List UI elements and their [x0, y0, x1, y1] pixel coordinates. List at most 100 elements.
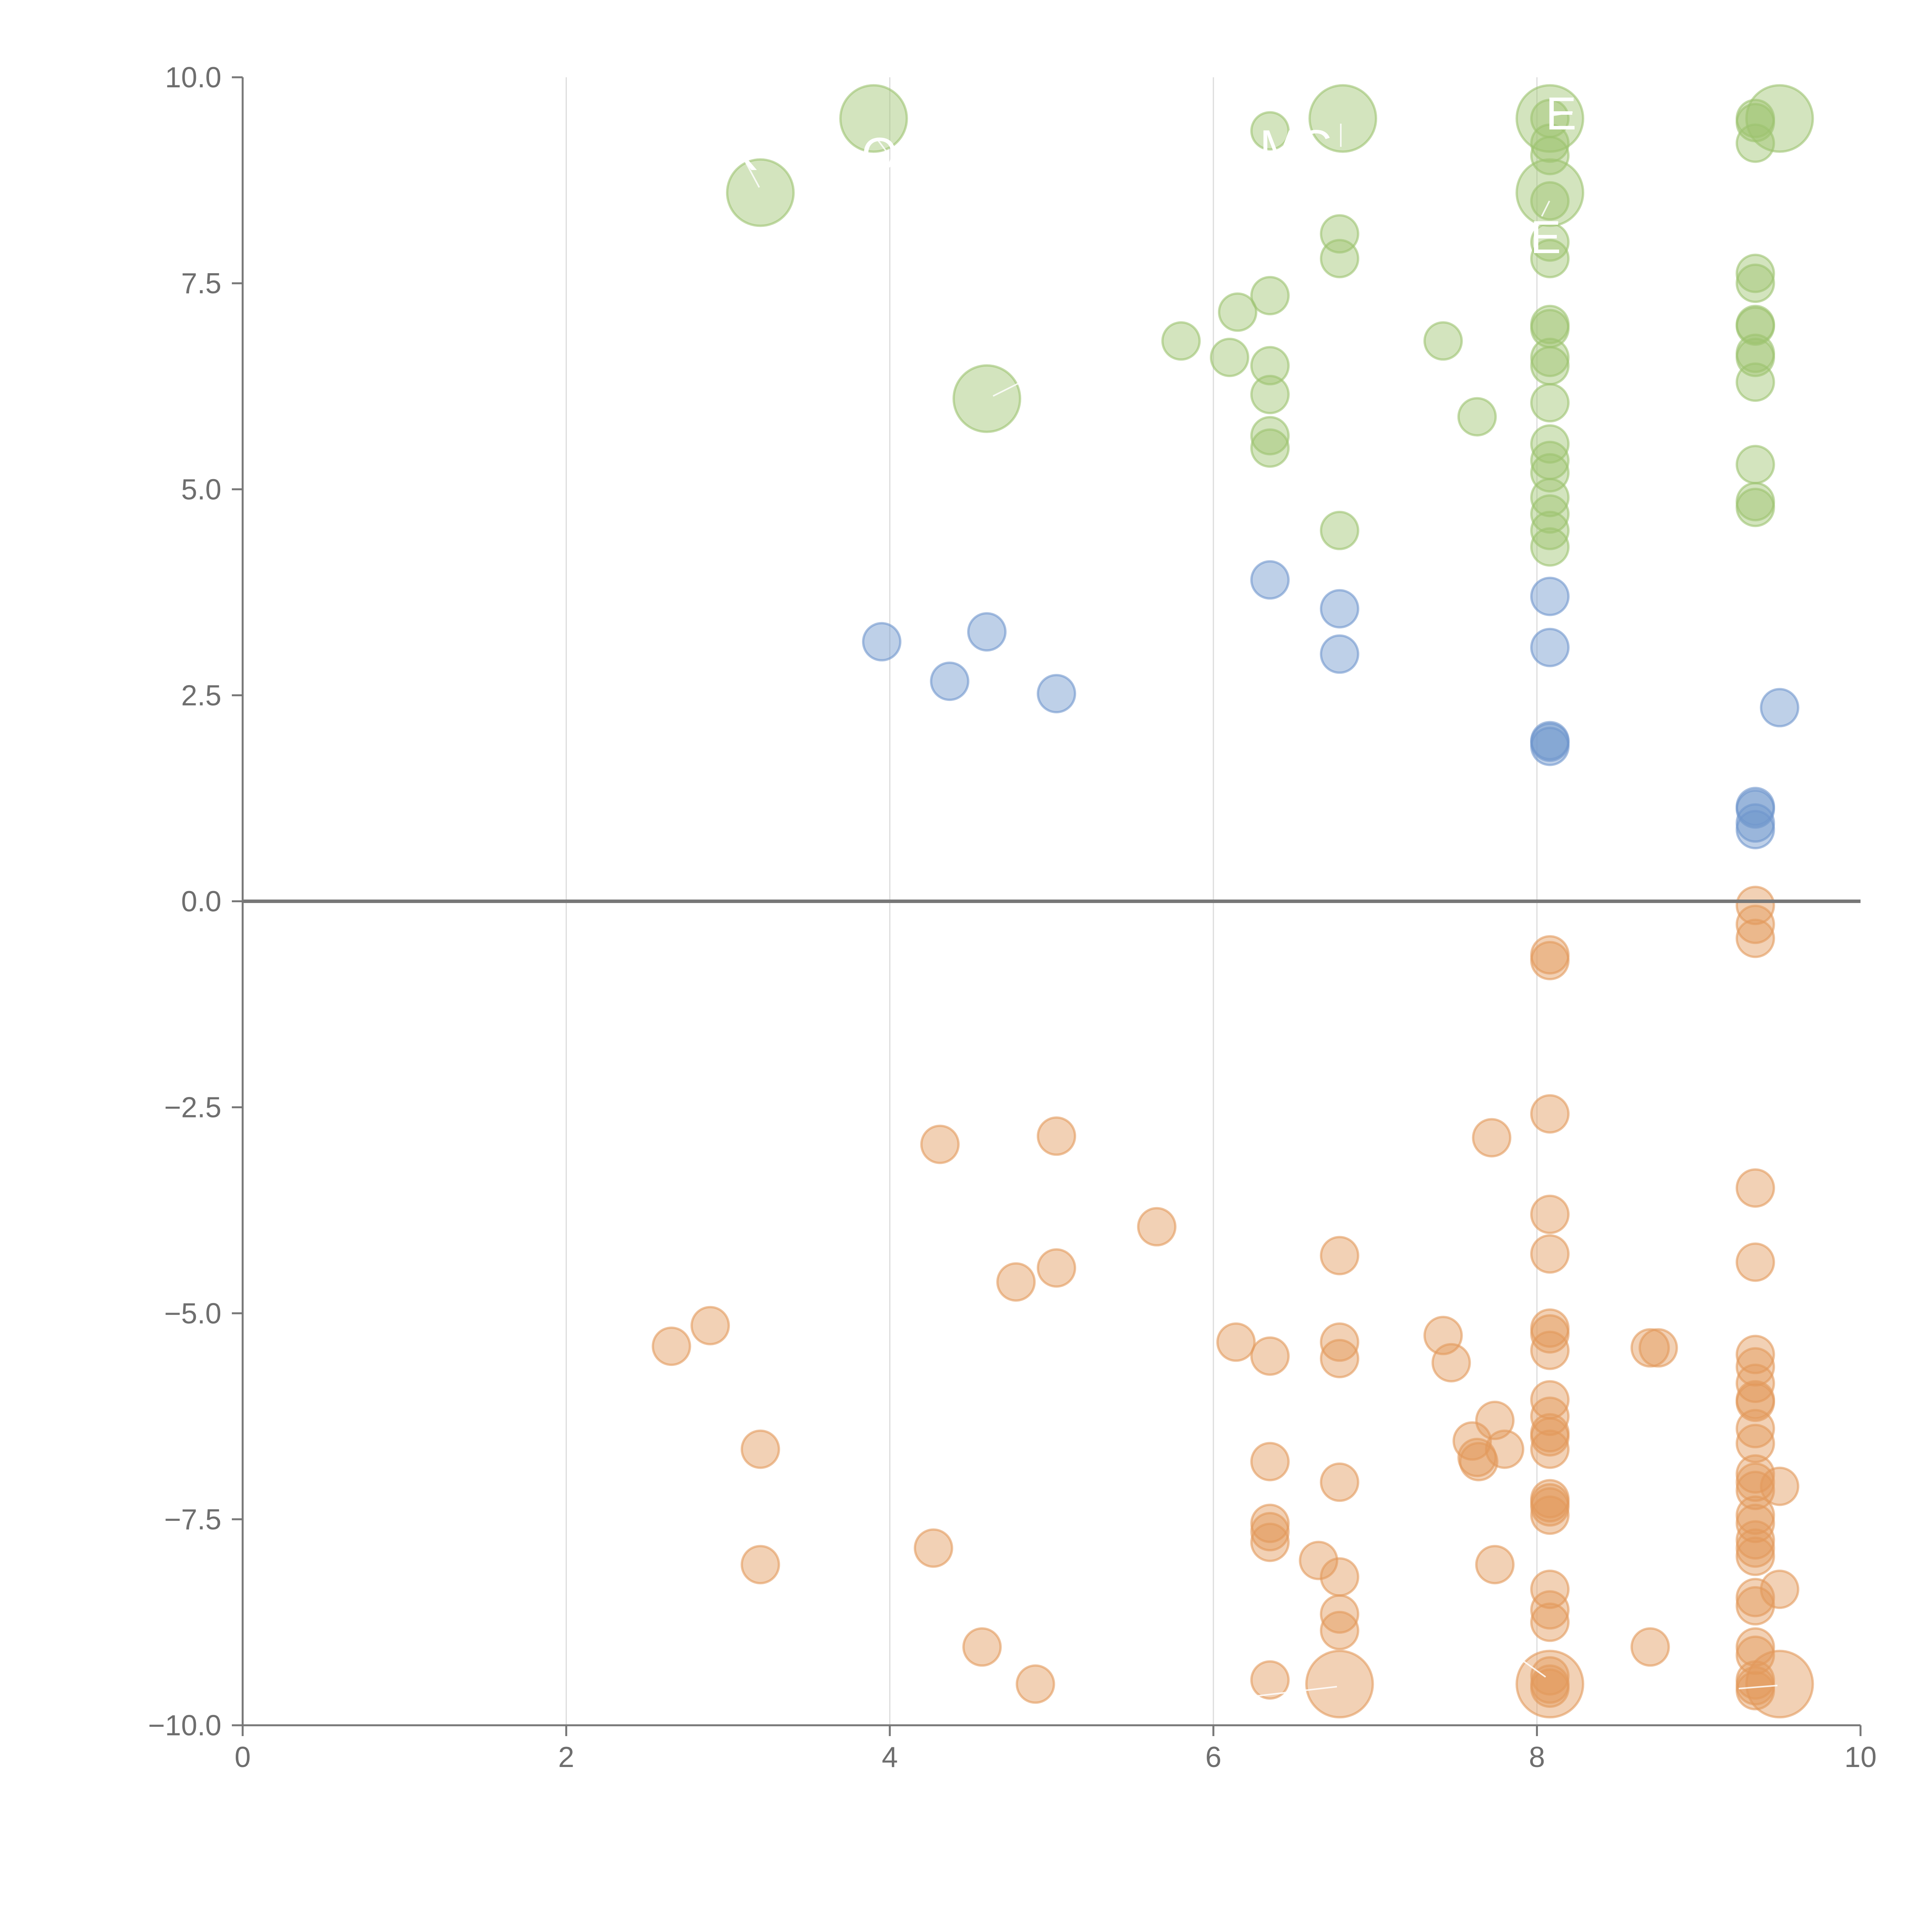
negative-bubble [1037, 1248, 1077, 1288]
negative-bubble [962, 1627, 1002, 1667]
positive-high-bubble [1530, 338, 1570, 377]
positive-high-bubble [1308, 84, 1378, 153]
positive-low-bubble [1530, 577, 1570, 616]
negative-bubble [1250, 1660, 1290, 1700]
negative-bubble [1530, 1194, 1570, 1234]
annotation-leader-line [1518, 1657, 1546, 1678]
positive-high-bubble [1250, 346, 1290, 386]
negative-bubble [1530, 1656, 1570, 1696]
negative-bubble [1320, 1236, 1359, 1276]
x-tick-label: 4 [882, 1741, 898, 1773]
positive-high-bubble [1250, 375, 1290, 414]
positive-low-bubble [1320, 634, 1359, 674]
positive-high-bubble [1530, 494, 1570, 534]
negative-bubble [1530, 1429, 1570, 1469]
negative-bubble [1250, 1522, 1290, 1562]
x-tick-label: 0 [235, 1741, 251, 1773]
y-tick-label: 5.0 [181, 473, 221, 505]
annotation-leader-line [876, 138, 889, 155]
negative-bubble [1250, 1512, 1290, 1551]
bubble-layer [651, 84, 1814, 1719]
negative-bubble [1530, 1602, 1570, 1642]
x-tick-label: 2 [558, 1741, 575, 1773]
positive-high-bubble [1530, 222, 1570, 262]
positive-low-bubble [1037, 674, 1077, 714]
negative-bubble [1745, 1650, 1814, 1719]
negative-bubble [1735, 1454, 1775, 1494]
annotation-layer: E K O MC E [726, 88, 1778, 1701]
positive-high-bubble [1735, 123, 1775, 163]
negative-bubble [1530, 1487, 1570, 1527]
y-tick-label: 7.5 [181, 267, 221, 299]
negative-bubble [1250, 1336, 1290, 1376]
positive-low-bubble [1760, 688, 1799, 728]
negative-bubble [1760, 1466, 1799, 1506]
positive-high-bubble [1250, 276, 1290, 316]
negative-bubble [1735, 1520, 1775, 1560]
positive-high-bubble [1530, 527, 1570, 567]
positive-high-bubble [1320, 510, 1359, 550]
annotation-leader-line [1738, 1685, 1778, 1689]
negative-bubble [1735, 1347, 1775, 1387]
positive-low-bubble [1530, 722, 1570, 762]
negative-bubble [1475, 1545, 1515, 1585]
negative-bubble [1735, 1528, 1775, 1568]
positive-high-bubble [1735, 103, 1775, 143]
negative-bubble [1735, 1242, 1775, 1282]
positive-high-bubble [1250, 111, 1290, 151]
negative-bubble [1530, 1094, 1570, 1134]
positive-low-bubble [862, 622, 901, 662]
positive-high-bubble [1530, 346, 1570, 386]
positive-high-bubble [1735, 264, 1775, 303]
negative-bubble [1735, 1536, 1775, 1576]
negative-bubble [1735, 905, 1775, 944]
annotation-leader-line [1541, 201, 1550, 217]
positive-low-bubble [1735, 810, 1775, 849]
positive-high-bubble [1250, 428, 1290, 468]
positive-high-bubble [1735, 253, 1775, 293]
annotation-label: E [1546, 88, 1577, 139]
y-tick-label: 0.0 [181, 885, 221, 918]
negative-bubble [1735, 1423, 1775, 1463]
negative-bubble [1735, 1627, 1775, 1667]
negative-bubble [1735, 1578, 1775, 1617]
positive-high-bubble [1423, 321, 1463, 361]
negative-bubble [690, 1306, 730, 1345]
negative-bubble [1320, 1557, 1359, 1597]
positive-high-bubble [1735, 306, 1775, 346]
positive-high-bubble [1735, 362, 1775, 402]
x-tick-label: 8 [1529, 1741, 1545, 1773]
negative-bubble [651, 1327, 691, 1366]
x-tick-label: 6 [1205, 1741, 1221, 1773]
positive-low-bubble [1530, 628, 1570, 667]
y-tick-label: −2.5 [164, 1091, 221, 1124]
negative-bubble [1530, 1330, 1570, 1370]
negative-bubble [1015, 1664, 1055, 1704]
annotation-label: O [862, 128, 898, 180]
negative-bubble [1530, 1234, 1570, 1274]
annotation-label: E [1530, 211, 1561, 263]
positive-high-bubble [1161, 321, 1201, 361]
negative-bubble [1320, 1339, 1359, 1378]
positive-high-bubble [1530, 478, 1570, 517]
annotation-leader-line [993, 382, 1020, 397]
negative-bubble [1638, 1328, 1678, 1368]
positive-low-bubble [1250, 560, 1290, 600]
negative-bubble [1530, 1396, 1570, 1436]
positive-high-bubble [1530, 181, 1570, 221]
positive-high-bubble [1530, 123, 1570, 163]
y-tick-label: 2.5 [181, 679, 221, 711]
positive-high-bubble [1250, 416, 1290, 456]
negative-bubble [1320, 1594, 1359, 1634]
negative-bubble [1216, 1322, 1256, 1362]
y-tick-label: −7.5 [164, 1503, 221, 1536]
negative-bubble [1305, 1650, 1374, 1719]
positive-high-bubble [726, 158, 795, 227]
annotation-label: K [726, 128, 757, 180]
negative-bubble [1299, 1541, 1338, 1580]
positive-high-bubble [1530, 383, 1570, 423]
positive-low-bubble [1320, 589, 1359, 629]
negative-bubble [1037, 1116, 1077, 1156]
positive-high-bubble [1530, 424, 1570, 464]
